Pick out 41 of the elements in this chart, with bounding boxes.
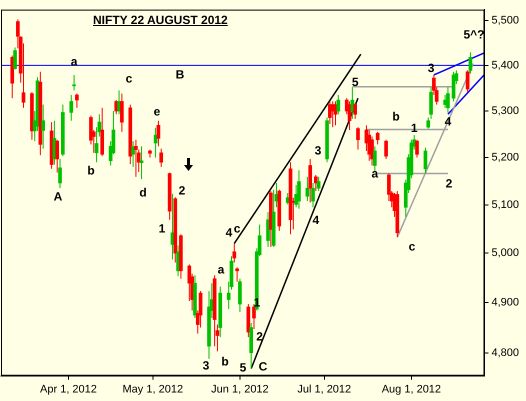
x-tick-label: Jul 1, 2012 xyxy=(297,383,352,396)
annotation: c xyxy=(408,239,416,254)
chart-title: NIFTY 22 AUGUST 2012 xyxy=(93,12,228,27)
annotation: 2 xyxy=(446,176,453,190)
annotation: b xyxy=(221,354,229,368)
annotation: c xyxy=(126,71,133,86)
annotation: c xyxy=(234,222,241,236)
x-tick-label: Aug 1, 2012 xyxy=(382,383,442,396)
annotation: e xyxy=(154,104,161,118)
annotation: 3 xyxy=(314,143,322,158)
y-tick-label: 5,000 xyxy=(491,247,520,260)
annotation: 5 xyxy=(352,74,359,89)
annotation: 4 xyxy=(226,225,233,240)
annotation: 2 xyxy=(256,329,264,344)
annotation: d xyxy=(139,185,147,200)
annotation: b xyxy=(87,163,95,178)
y-tick-label: 4,900 xyxy=(491,296,520,309)
annotation: 5^? xyxy=(463,27,485,42)
y-tick-label: 5,500 xyxy=(491,14,520,27)
annotation: 4 xyxy=(312,213,320,228)
annotation: a xyxy=(372,166,379,180)
annotation: 4 xyxy=(444,114,452,128)
x-tick-label: Jun 1, 2012 xyxy=(211,383,269,396)
x-tick-label: Apr 1, 2012 xyxy=(40,383,97,396)
y-tick-label: 5,400 xyxy=(491,59,520,72)
annotation: 1 xyxy=(410,120,418,135)
annotation: 3 xyxy=(202,358,210,372)
annotation: a xyxy=(218,262,225,276)
y-tick-label: 5,100 xyxy=(491,198,520,211)
annotation: C xyxy=(258,359,268,374)
annotation: B xyxy=(176,67,185,82)
y-tick-label: 5,300 xyxy=(491,105,520,118)
annotation: a xyxy=(70,54,78,69)
annotation: 5 xyxy=(240,360,247,374)
annotation: 1 xyxy=(158,221,166,236)
annotation: 2 xyxy=(178,183,186,198)
y-tick-label: 5,200 xyxy=(491,152,520,164)
annotation: b xyxy=(392,109,400,124)
annotation: A xyxy=(54,189,63,204)
x-tick-label: May 1, 2012 xyxy=(122,383,184,396)
y-tick-label: 4,800 xyxy=(491,346,520,359)
